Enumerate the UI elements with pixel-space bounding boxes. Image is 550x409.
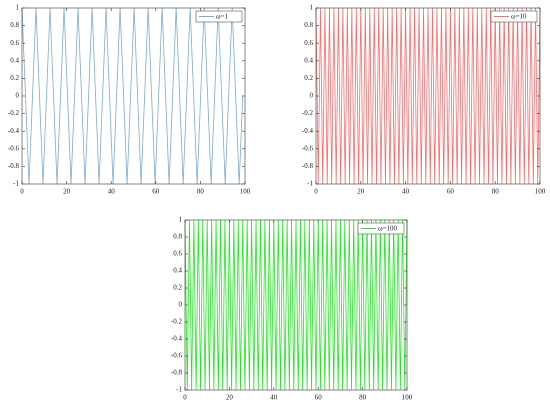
x-tick-label: 20 xyxy=(63,188,71,196)
y-tick-label: 0.4 xyxy=(173,267,182,275)
x-tick-label: 100 xyxy=(240,188,251,196)
axes-frame xyxy=(21,7,246,185)
y-tick-label: 0.4 xyxy=(304,56,313,64)
y-tick-label: -0.4 xyxy=(8,127,20,135)
legend-label: ω=100 xyxy=(378,225,398,233)
y-tick-label: 0 xyxy=(310,92,314,100)
series-line xyxy=(315,7,541,185)
y-tick-label: -0.6 xyxy=(171,352,183,360)
y-tick-label: 0 xyxy=(16,92,20,100)
y-tick-label: 0.2 xyxy=(173,284,182,292)
legend-label: ω=1 xyxy=(216,13,229,21)
y-tick-label: 1 xyxy=(310,4,314,12)
y-tick-label: 1 xyxy=(179,216,183,224)
x-tick-label: 100 xyxy=(535,188,546,196)
y-tick-label: 1 xyxy=(16,4,20,12)
y-tick-label: 0.6 xyxy=(304,39,313,47)
y-tick-label: -1 xyxy=(13,180,19,188)
x-tick-label: 40 xyxy=(108,188,116,196)
x-tick-label: 40 xyxy=(402,188,410,196)
y-tick-label: -0.4 xyxy=(302,127,314,135)
y-tick-label: 0.6 xyxy=(10,39,19,47)
y-tick-label: -0.4 xyxy=(171,335,183,343)
x-tick-label: 60 xyxy=(152,188,160,196)
y-tick-label: -0.2 xyxy=(171,318,183,326)
x-tick-label: 0 xyxy=(183,394,187,402)
y-tick-label: -0.6 xyxy=(8,144,20,152)
y-tick-label: 0.8 xyxy=(173,233,182,241)
x-tick-label: 40 xyxy=(270,394,278,402)
y-tick-label: -0.2 xyxy=(302,109,314,117)
y-tick-label: 0 xyxy=(179,301,183,309)
series-line xyxy=(184,219,408,391)
x-tick-label: 80 xyxy=(359,394,367,402)
y-tick-label: 0.2 xyxy=(10,74,19,82)
y-tick-label: 0.6 xyxy=(173,250,182,258)
legend-label: ω=10 xyxy=(511,13,527,21)
legend-box xyxy=(490,10,538,23)
y-tick-label: -0.6 xyxy=(302,144,314,152)
y-tick-label: -0.2 xyxy=(8,109,20,117)
x-tick-label: 20 xyxy=(357,188,365,196)
legend-box xyxy=(195,10,243,23)
y-tick-label: -0.8 xyxy=(302,162,314,170)
x-tick-label: 0 xyxy=(314,188,318,196)
y-tick-label: -0.8 xyxy=(171,369,183,377)
series-line xyxy=(21,7,244,185)
x-tick-label: 0 xyxy=(20,188,24,196)
x-tick-label: 80 xyxy=(197,188,205,196)
y-tick-label: 0.4 xyxy=(10,56,19,64)
y-tick-label: -0.8 xyxy=(8,162,20,170)
y-tick-label: 0.8 xyxy=(10,21,19,29)
x-tick-label: 80 xyxy=(492,188,500,196)
y-tick-label: -1 xyxy=(307,180,313,188)
x-tick-label: 100 xyxy=(402,394,413,402)
legend-box xyxy=(357,222,405,235)
y-tick-label: -1 xyxy=(176,386,182,394)
y-tick-label: 0.2 xyxy=(304,74,313,82)
x-tick-label: 60 xyxy=(447,188,455,196)
x-tick-label: 60 xyxy=(315,394,323,402)
x-tick-label: 20 xyxy=(226,394,234,402)
y-tick-label: 0.8 xyxy=(304,21,313,29)
